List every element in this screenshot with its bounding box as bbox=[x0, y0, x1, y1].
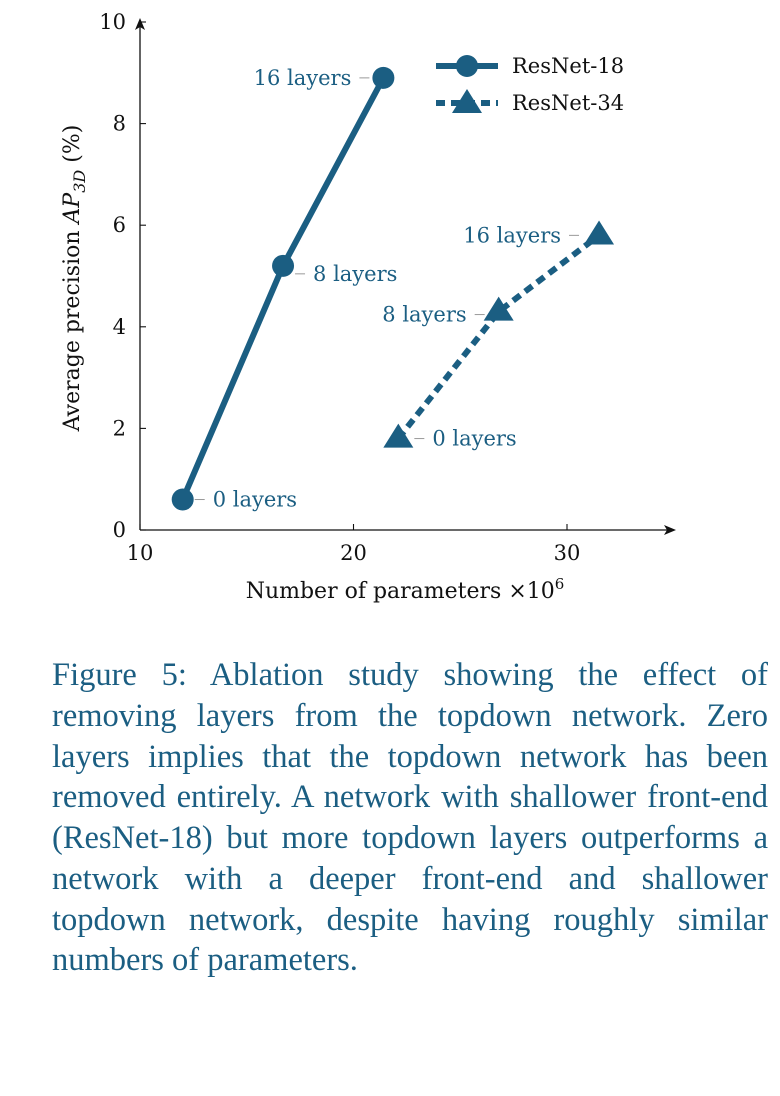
ticks: 0 2 4 6 8 10 10 20 30 bbox=[99, 10, 580, 565]
data-point-triangle bbox=[584, 220, 615, 245]
x-tick-label: 20 bbox=[340, 541, 367, 565]
y-tick-label: 8 bbox=[113, 112, 126, 136]
y-tick-label: 4 bbox=[113, 315, 126, 339]
data-point-triangle bbox=[483, 296, 514, 321]
point-label: 0 layers bbox=[432, 427, 516, 451]
series-markers bbox=[171, 66, 615, 511]
point-label: 0 layers bbox=[213, 488, 297, 512]
legend-marker-triangle bbox=[452, 89, 482, 113]
x-axis-label: Number of parameters ×106 bbox=[246, 575, 565, 604]
y-axis-arrow bbox=[135, 18, 145, 30]
data-point-triangle bbox=[383, 423, 414, 448]
point-label: 8 layers bbox=[382, 303, 466, 327]
point-labels: 0 layers 8 layers 16 layers 0 layers 8 layer… bbox=[194, 66, 580, 512]
legend-label: ResNet-18 bbox=[512, 54, 624, 78]
data-point-circle bbox=[372, 66, 395, 89]
x-axis-arrow bbox=[664, 525, 676, 535]
y-tick-label: 10 bbox=[99, 10, 126, 34]
legend-marker-circle bbox=[456, 55, 478, 77]
y-tick-label: 6 bbox=[113, 213, 126, 237]
legend-label: ResNet-34 bbox=[512, 91, 624, 115]
y-axis-label: Average precision AP3D (%) bbox=[60, 125, 89, 433]
series-line-resnet-34 bbox=[395, 232, 601, 441]
data-point-circle bbox=[171, 488, 194, 511]
x-tick-label: 30 bbox=[554, 541, 581, 565]
data-point-circle bbox=[272, 254, 295, 277]
y-tick-label: 0 bbox=[113, 518, 126, 542]
x-tick-label: 10 bbox=[127, 541, 154, 565]
series-line-resnet-18 bbox=[179, 76, 387, 501]
figure-caption: Figure 5: Ablation study showing the eff… bbox=[52, 657, 768, 979]
axes bbox=[135, 18, 676, 535]
y-tick-label: 2 bbox=[113, 416, 126, 440]
point-label: 16 layers bbox=[463, 223, 561, 247]
legend: ResNet-18 ResNet-34 bbox=[436, 54, 624, 115]
point-label: 16 layers bbox=[254, 66, 352, 90]
point-label: 8 layers bbox=[313, 262, 397, 286]
